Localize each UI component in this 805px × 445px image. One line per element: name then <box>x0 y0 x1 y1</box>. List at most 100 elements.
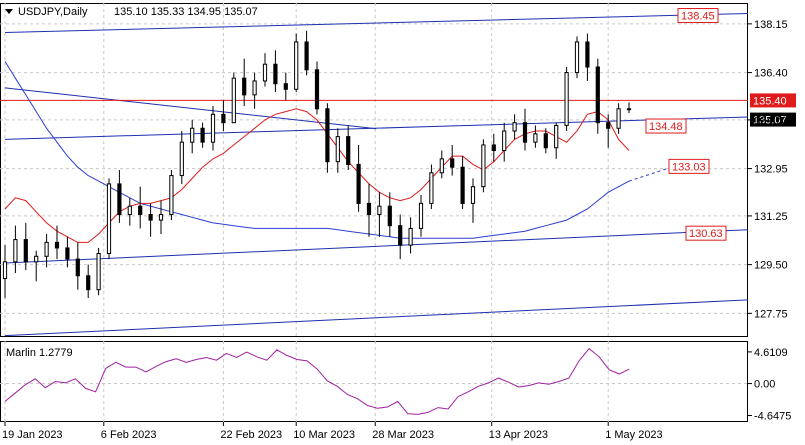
candle-body <box>23 239 28 263</box>
candle-body <box>418 202 424 229</box>
candle-body <box>335 136 340 163</box>
y-tick-label: 127.75 <box>754 308 788 320</box>
candle-body <box>595 66 600 124</box>
channel-line <box>4 229 748 264</box>
candle-body <box>54 241 60 249</box>
level-label: 133.03 <box>672 161 706 173</box>
candle-body <box>44 241 49 257</box>
moving-average-projection <box>628 165 675 182</box>
channel-line <box>4 87 377 130</box>
indicator-axis: 4.6109 0.00 -4.6475 <box>748 347 791 422</box>
level-label: 134.48 <box>649 121 683 133</box>
candle-body <box>158 214 164 221</box>
candle-body <box>491 144 496 152</box>
current-price-tag <box>750 112 796 127</box>
candle-body <box>325 108 330 163</box>
candle-body <box>190 127 195 143</box>
symbol-title: USDJPY,Daily <box>18 6 88 18</box>
x-tick-label: 10 Mar 2023 <box>293 429 355 441</box>
y-tick-label: 131.25 <box>754 211 788 223</box>
level-box <box>668 158 710 174</box>
indicator-lines <box>4 347 630 415</box>
candle-body <box>522 122 528 143</box>
candle-body <box>138 205 143 216</box>
candle-body <box>210 113 216 143</box>
x-tick-label: 22 Feb 2023 <box>220 429 282 441</box>
x-tick-label: 6 Feb 2023 <box>101 429 157 441</box>
candle-body <box>314 69 320 110</box>
candle-body <box>273 63 278 85</box>
candle-body <box>96 253 101 291</box>
candle-body <box>626 108 632 111</box>
current-price-label: 135.07 <box>753 115 787 127</box>
candle-body <box>366 202 372 216</box>
indicator-pane[interactable] <box>0 341 748 422</box>
candle-body <box>179 141 184 177</box>
candle-body <box>346 136 351 165</box>
candle-body <box>65 247 70 260</box>
candle-body <box>13 239 18 263</box>
x-tick-label: 19 Jan 2023 <box>2 429 63 441</box>
candle-body <box>564 72 569 126</box>
price-axis: 138.15 136.40 134.70 132.95 131.25 129.50 127.… <box>748 19 788 320</box>
candle-body <box>294 41 299 90</box>
y-tick-label: -4.6475 <box>754 410 791 422</box>
y-tick-label: 134.70 <box>754 115 788 127</box>
time-axis: 19 Jan 2023 6 Feb 2023 22 Feb 2023 10 Mar 2… <box>2 422 663 441</box>
level-label: 138.45 <box>681 11 715 23</box>
candle-body <box>200 127 205 143</box>
indicator-title: Marlin 1.2779 <box>6 347 73 359</box>
symbol-dropdown-icon[interactable] <box>5 9 13 14</box>
marlin-line <box>4 347 630 415</box>
y-tick-label: 4.6109 <box>754 347 788 359</box>
candle-body <box>616 108 621 129</box>
level-box <box>685 225 727 241</box>
y-tick-label: 136.40 <box>754 68 788 80</box>
candle-body <box>585 41 590 68</box>
candle-body <box>252 80 257 96</box>
channel-line <box>4 299 748 337</box>
candle-body <box>75 258 80 277</box>
candle-body <box>502 130 507 152</box>
y-tick-label: 0.00 <box>754 379 775 391</box>
level-label: 130.63 <box>689 228 723 240</box>
candle-body <box>86 275 91 291</box>
candle-body <box>127 205 132 216</box>
ohlc-readout: 135.10 135.33 134.95 135.07 <box>114 6 258 18</box>
candle-body <box>117 183 122 216</box>
y-tick-label: 132.95 <box>754 164 788 176</box>
x-tick-label: 1 May 2023 <box>605 429 662 441</box>
candle-body <box>606 122 611 129</box>
candle-body <box>429 172 434 204</box>
candle-body <box>356 163 361 204</box>
level-labels: 138.45 135.40 134.48 133.03 130.63 135.07 <box>645 8 796 241</box>
candle-body <box>148 214 153 221</box>
y-tick-label: 129.50 <box>754 260 788 272</box>
channel-line <box>4 13 748 34</box>
level-box <box>645 118 687 134</box>
candle-body <box>408 227 413 246</box>
candle-body <box>283 83 288 90</box>
indicator-grid <box>0 341 748 422</box>
level-tag <box>750 93 796 108</box>
candle-body <box>439 158 444 174</box>
candle-body <box>543 133 548 149</box>
candle-body <box>169 175 174 216</box>
candle-body <box>470 186 476 204</box>
candle-body <box>2 261 8 280</box>
candle-body <box>387 205 392 227</box>
candle-body <box>304 41 309 71</box>
channel-line <box>4 116 748 140</box>
candle-body <box>221 113 226 124</box>
candle-body <box>512 122 517 132</box>
candle-body <box>574 41 580 74</box>
candle-body <box>231 77 236 124</box>
level-box <box>677 8 719 24</box>
x-tick-label: 28 Mar 2023 <box>372 429 434 441</box>
candle-body <box>377 205 382 216</box>
candles <box>2 30 632 299</box>
x-tick-label: 13 Apr 2023 <box>489 429 548 441</box>
main-pane[interactable] <box>0 3 748 337</box>
candle-body <box>554 124 559 149</box>
